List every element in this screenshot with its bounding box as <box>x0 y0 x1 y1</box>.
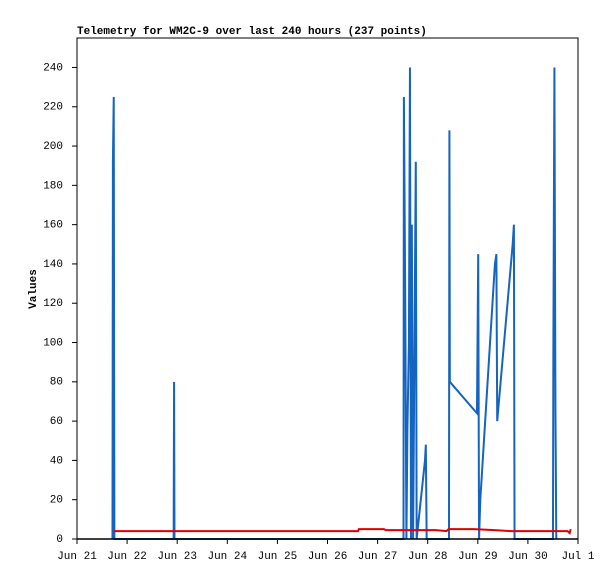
data-line <box>113 528 572 535</box>
plot-frame <box>76 37 579 540</box>
y-tick-label: 40 <box>50 455 63 467</box>
y-tick-label: 80 <box>50 377 63 389</box>
x-tick-label: Jun 21 <box>57 551 97 563</box>
data-line <box>111 67 558 540</box>
y-tick-label: 200 <box>43 141 63 153</box>
x-tick-label: Jun 28 <box>408 551 448 563</box>
x-tick-label: Jun 25 <box>258 551 298 563</box>
y-axis-label: Values <box>28 269 40 309</box>
y-tick-label: 120 <box>43 298 63 310</box>
y-tick-label: 0 <box>56 534 63 546</box>
y-tick-label: 180 <box>43 180 63 192</box>
y-tick-label: 240 <box>43 62 63 74</box>
x-tick-label: Jun 23 <box>157 551 197 563</box>
x-tick-label: Jun 22 <box>107 551 147 563</box>
x-tick-label: Jun 24 <box>207 551 247 563</box>
x-tick-label: Jun 26 <box>308 551 348 563</box>
x-tick-label: Jul 1 <box>561 551 594 563</box>
x-tick-label: Jun 30 <box>508 551 548 563</box>
y-tick-label: 160 <box>43 220 63 232</box>
x-tick-label: Jun 27 <box>358 551 398 563</box>
y-tick-label: 60 <box>50 416 63 428</box>
chart-title: Telemetry for WM2C-9 over last 240 hours… <box>77 26 427 38</box>
y-tick-label: 20 <box>50 495 63 507</box>
y-tick-label: 220 <box>43 102 63 114</box>
y-tick-label: 100 <box>43 337 63 349</box>
x-tick-label: Jun 29 <box>458 551 498 563</box>
y-tick-label: 140 <box>43 259 63 271</box>
